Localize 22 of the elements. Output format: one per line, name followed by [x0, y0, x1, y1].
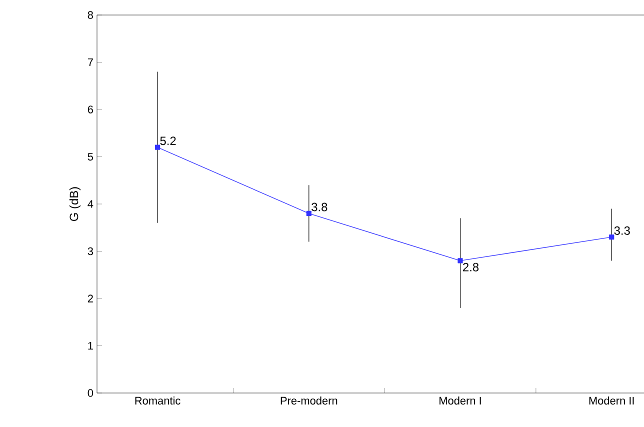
point: [306, 210, 312, 216]
data-label: 2.8: [463, 262, 479, 272]
y-tick-label: 4: [88, 200, 94, 208]
data-label: 5.2: [160, 136, 176, 146]
y-axis-title: G (dB): [69, 187, 81, 222]
x-tick-label: Modern II: [589, 396, 634, 405]
point: [155, 144, 160, 150]
point: [609, 234, 614, 240]
x-tick-label: Pre-modern: [280, 396, 338, 405]
y-tick-label: 1: [88, 342, 93, 350]
point: [458, 258, 463, 264]
data-label: 3.8: [312, 202, 328, 212]
y-tick-label: 7: [88, 58, 93, 66]
x-tick-label: Romantic: [135, 396, 180, 405]
y-tick-label: 3: [88, 247, 93, 256]
y-tick-label: 2: [88, 294, 93, 302]
y-tick-label: 5: [88, 152, 94, 161]
y-tick-label: 8: [88, 11, 93, 19]
y-tick-label: 0: [88, 389, 94, 397]
x-tick-label: Modern I: [440, 396, 481, 405]
data-label: 3.3: [614, 226, 630, 235]
y-tick-label: 6: [88, 106, 93, 114]
